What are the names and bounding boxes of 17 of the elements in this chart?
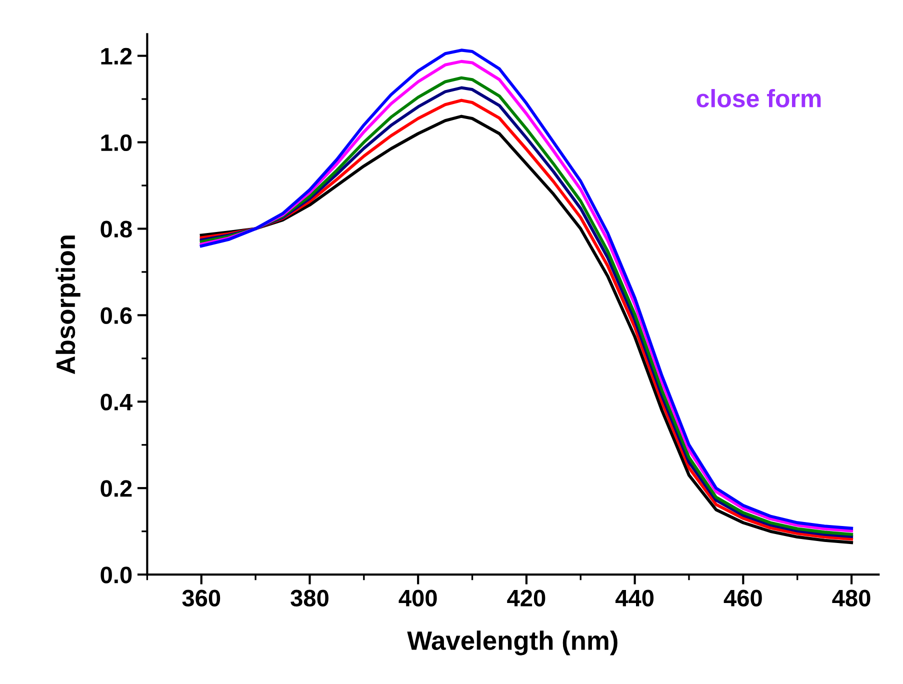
x-tick-label: 480 <box>832 590 870 606</box>
y-axis-title: Absorption <box>56 236 80 374</box>
x-tick-label: 420 <box>507 590 546 606</box>
x-tick-label: 400 <box>398 590 437 606</box>
y-tick-label: 0.2 <box>100 480 132 497</box>
y-tick-label: 0.4 <box>100 394 132 410</box>
y-tick-label: 0.6 <box>100 307 132 324</box>
y-tick-label: 0.8 <box>100 220 132 238</box>
y-tick-label: 0.0 <box>100 566 132 584</box>
x-tick-label: 360 <box>182 590 220 607</box>
y-tick-label: 1.0 <box>101 134 132 152</box>
annotation: close form <box>696 89 821 108</box>
y-tick-label: 1.2 <box>101 48 132 64</box>
x-axis-title: Wavelength (nm) <box>407 630 618 656</box>
x-tick-label: 380 <box>290 590 328 607</box>
x-tick-label: 460 <box>724 590 762 606</box>
x-tick-label: 440 <box>615 590 654 606</box>
